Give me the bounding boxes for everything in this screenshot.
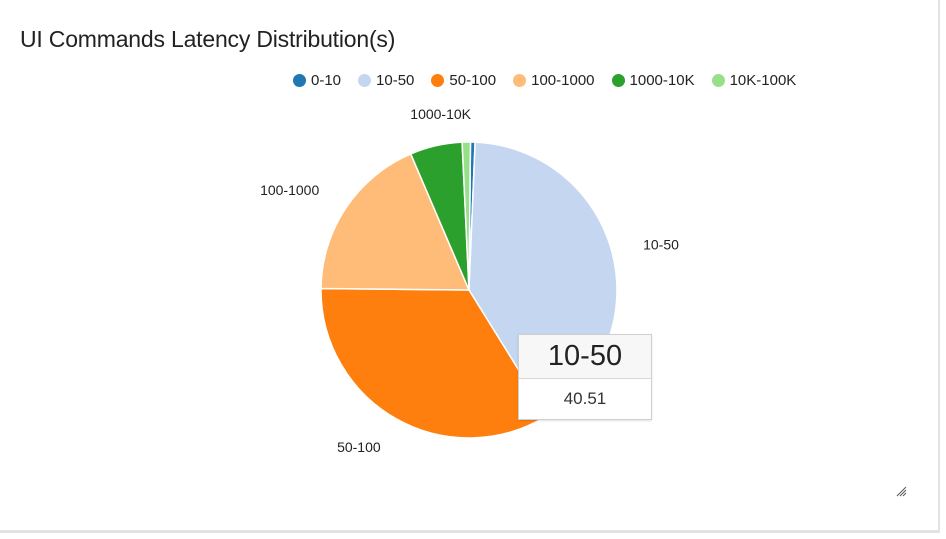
legend-item-100-1000[interactable]: 100-1000 xyxy=(513,72,595,89)
legend-swatch xyxy=(431,74,445,87)
legend-label: 10-50 xyxy=(376,72,415,89)
slice-label-50-100: 50-100 xyxy=(337,439,381,455)
legend-swatch xyxy=(358,74,372,87)
legend-label: 1000-10K xyxy=(629,72,695,89)
slice-label-1000-10k: 1000-10K xyxy=(410,106,471,122)
legend-item-10k-100k[interactable]: 10K-100K xyxy=(711,72,797,89)
chart-title: UI Commands Latency Distribution(s) xyxy=(20,26,396,52)
pie-slice-100-1000[interactable] xyxy=(320,152,471,291)
legend-label: 0-10 xyxy=(311,72,342,89)
pie-slice-10k-100k[interactable] xyxy=(461,141,472,291)
legend-item-0-10[interactable]: 0-10 xyxy=(293,72,341,89)
legend-item-1000-10k[interactable]: 1000-10K xyxy=(611,72,695,89)
slice-label-100-1000: 100-1000 xyxy=(260,182,319,198)
pie-slice-50-100[interactable] xyxy=(320,287,549,439)
resize-grip-icon[interactable] xyxy=(895,485,907,497)
legend-swatch xyxy=(611,74,625,87)
legend-item-10-50[interactable]: 10-50 xyxy=(358,72,414,89)
legend-swatch xyxy=(513,74,527,87)
legend-item-50-100[interactable]: 50-100 xyxy=(431,72,496,89)
tooltip-category: 10-50 xyxy=(519,335,651,379)
tooltip-value: 40.51 xyxy=(563,389,607,408)
legend-label: 10K-100K xyxy=(729,72,797,89)
legend-swatch xyxy=(711,74,725,87)
slice-label-10-50: 10-50 xyxy=(643,236,679,252)
legend-label: 50-100 xyxy=(449,72,497,89)
legend-label: 100-1000 xyxy=(531,72,595,89)
tooltip: 10-50 40.51 xyxy=(518,334,652,420)
chart-legend: 0-10 10-50 50-100 100-1000 1000-10K 10K-100K xyxy=(293,72,796,89)
legend-swatch xyxy=(293,74,306,87)
